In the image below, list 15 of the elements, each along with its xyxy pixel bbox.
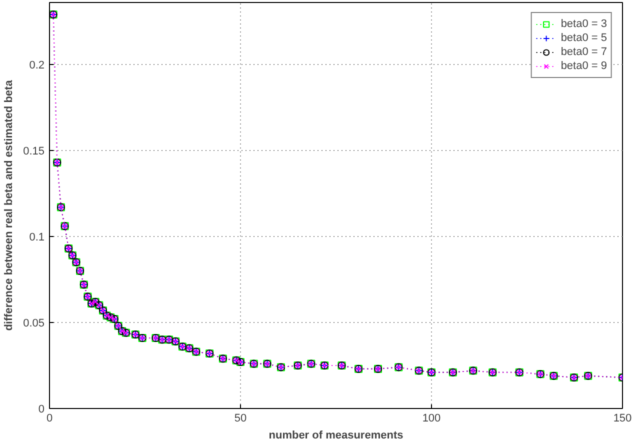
- x-tick-label: 100: [422, 412, 441, 424]
- y-axis-title: difference between real beta and estimated beta: [3, 79, 16, 331]
- legend-label: beta0 = 3: [560, 17, 607, 31]
- legend-label: beta0 = 5: [560, 31, 607, 45]
- x-tick-label: 0: [46, 412, 53, 424]
- x-tick-label: 50: [234, 412, 247, 424]
- legend-label: beta0 = 9: [560, 59, 607, 73]
- y-tick-label: 0.15: [23, 145, 45, 158]
- x-axis-title: number of measurements: [268, 430, 404, 442]
- y-tick-label: 0: [38, 404, 45, 416]
- x-tick-label: 150: [613, 412, 632, 424]
- y-tick-label: 0.05: [23, 317, 45, 330]
- y-tick-label: 0.2: [29, 59, 45, 72]
- legend-label: beta0 = 7: [560, 45, 607, 59]
- y-tick-label: 0.1: [29, 231, 45, 244]
